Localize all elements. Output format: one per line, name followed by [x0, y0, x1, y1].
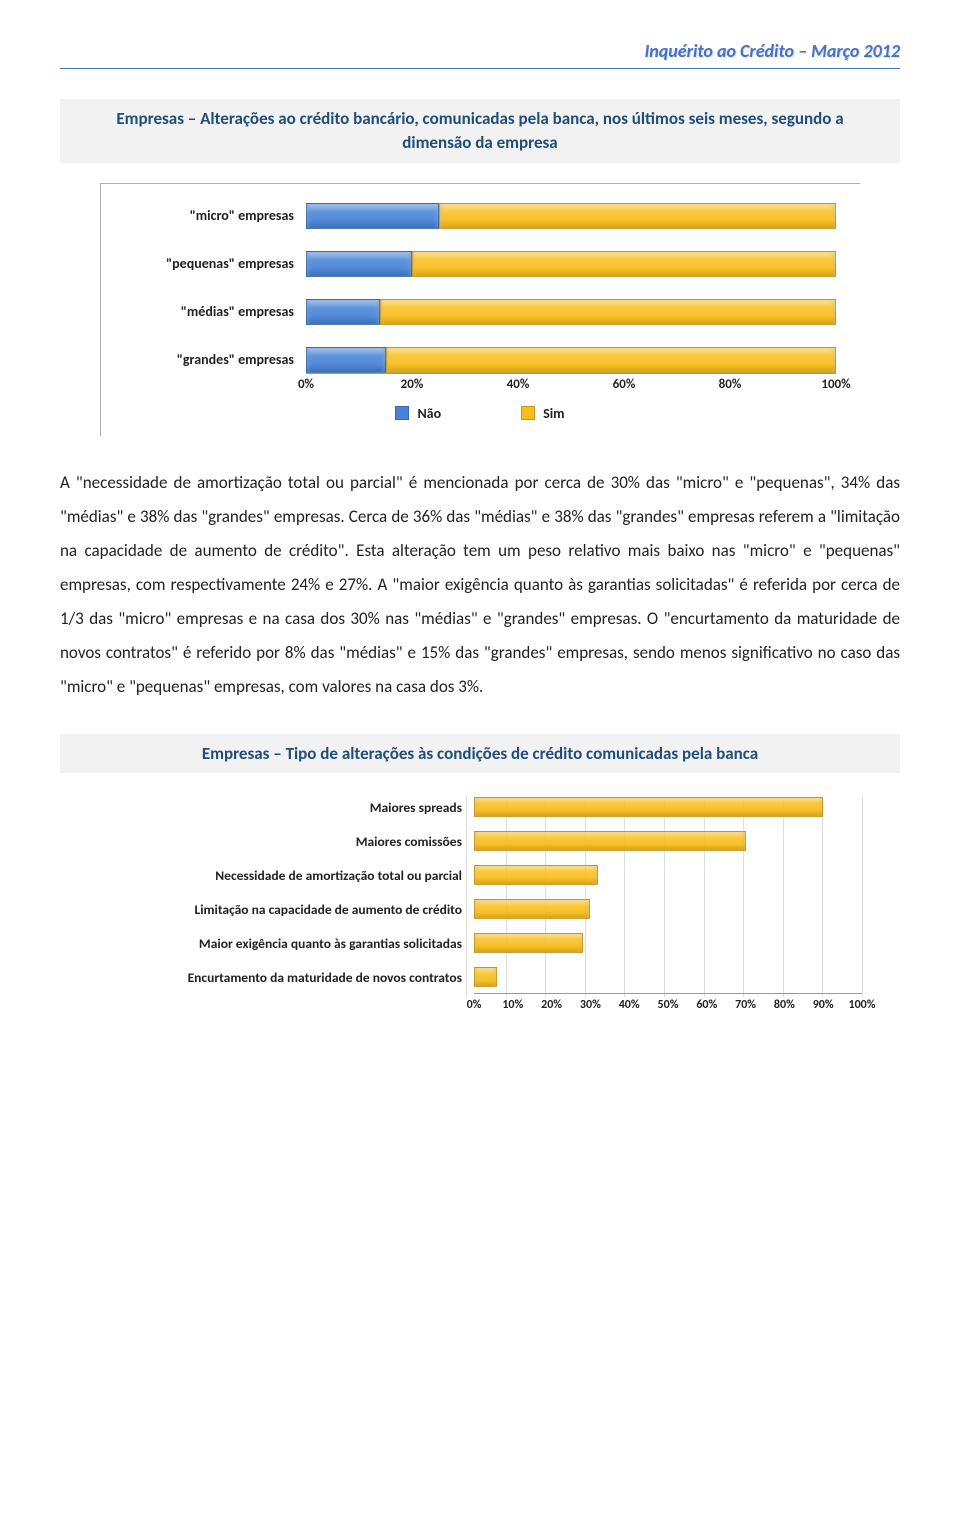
chart1-category-label: "pequenas" empresas: [124, 255, 294, 272]
chart1-xtick: 80%: [719, 377, 742, 392]
chart2-bar: [474, 797, 823, 817]
chart2-bar-track: [474, 797, 862, 817]
chart2-row: Encurtamento da maturidade de novos cont…: [98, 967, 862, 987]
chart1-bar-segment: [380, 299, 836, 325]
chart2-bar: [474, 865, 598, 885]
chart1-xtick: 20%: [401, 377, 424, 392]
chart1-bar-track: [306, 347, 836, 373]
body-paragraph: A "necessidade de amortização total ou p…: [60, 466, 900, 704]
header-rule: [60, 68, 900, 69]
chart2-row: Maior exigência quanto às garantias soli…: [98, 933, 862, 953]
chart1-bar-track: [306, 203, 836, 229]
chart1-row: "micro" empresas: [124, 203, 836, 229]
chart2-xtick: 70%: [735, 998, 756, 1012]
chart2-category-label: Limitação na capacidade de aumento de cr…: [98, 901, 468, 918]
chart2-bar: [474, 899, 590, 919]
chart2-bar-track: [474, 865, 862, 885]
chart1-bar-segment: [306, 251, 412, 277]
chart2-xtick: 0%: [467, 998, 482, 1012]
chart2-xtick: 60%: [696, 998, 717, 1012]
chart1-xtick: 40%: [507, 377, 530, 392]
chart1-bar-track: [306, 251, 836, 277]
chart1-xtick: 60%: [613, 377, 636, 392]
chart2-row: Maiores spreads: [98, 797, 862, 817]
chart2-xtick: 80%: [774, 998, 795, 1012]
chart2-xtick: 10%: [502, 998, 523, 1012]
chart2-bar-track: [474, 831, 862, 851]
chart2-bar: [474, 831, 746, 851]
chart1-bar-track: [306, 299, 836, 325]
legend-label: Sim: [543, 405, 564, 422]
chart1-bar-segment: [412, 251, 836, 277]
chart1-xtick: 100%: [821, 377, 850, 392]
chart2-bar-track: [474, 933, 862, 953]
chart1-row: "pequenas" empresas: [124, 251, 836, 277]
chart2-category-label: Encurtamento da maturidade de novos cont…: [98, 969, 468, 986]
chart2-xtick: 20%: [541, 998, 562, 1012]
chart2-bar-track: [474, 899, 862, 919]
chart2-row: Necessidade de amortização total ou parc…: [98, 865, 862, 885]
legend-swatch: [521, 406, 535, 420]
chart1-bar-segment: [306, 203, 439, 229]
chart1-category-label: "médias" empresas: [124, 303, 294, 320]
legend-swatch: [395, 406, 409, 420]
chart1-category-label: "micro" empresas: [124, 207, 294, 224]
chart1-category-label: "grandes" empresas: [124, 351, 294, 368]
chart1-bar-segment: [439, 203, 837, 229]
chart1-bar-segment: [306, 347, 386, 373]
chart2-hbar: Maiores spreads Maiores comissões Necessid…: [90, 793, 870, 1025]
chart2-category-label: Necessidade de amortização total ou parc…: [98, 867, 468, 884]
chart2-xtick: 40%: [619, 998, 640, 1012]
chart1-bar-segment: [386, 347, 837, 373]
page-header-title: Inquérito ao Crédito – Março 2012: [60, 40, 900, 62]
chart2-row: Limitação na capacidade de aumento de cr…: [98, 899, 862, 919]
chart2-xtick: 90%: [813, 998, 834, 1012]
chart2-xtick: 30%: [580, 998, 601, 1012]
chart1-stacked-hbar: "micro" empresas "pequenas" empresas "médi…: [100, 183, 860, 436]
section2-title: Empresas – Tipo de alterações às condiçõ…: [60, 734, 900, 774]
chart2-row: Maiores comissões: [98, 831, 862, 851]
legend-label: Não: [417, 405, 441, 422]
chart1-legend-item: Não: [395, 405, 441, 422]
chart2-xtick: 100%: [849, 998, 876, 1012]
chart2-bar: [474, 967, 497, 987]
chart2-xtick: 50%: [658, 998, 679, 1012]
chart2-category-label: Maiores comissões: [98, 833, 468, 850]
chart2-bar: [474, 933, 583, 953]
chart1-xtick: 0%: [298, 377, 314, 392]
chart1-legend-item: Sim: [521, 405, 564, 422]
chart1-bar-segment: [306, 299, 380, 325]
section1-title: Empresas – Alterações ao crédito bancári…: [60, 99, 900, 163]
chart1-row: "médias" empresas: [124, 299, 836, 325]
chart2-category-label: Maiores spreads: [98, 799, 468, 816]
chart2-category-label: Maior exigência quanto às garantias soli…: [98, 935, 468, 952]
chart2-bar-track: [474, 967, 862, 987]
chart1-row: "grandes" empresas: [124, 347, 836, 373]
